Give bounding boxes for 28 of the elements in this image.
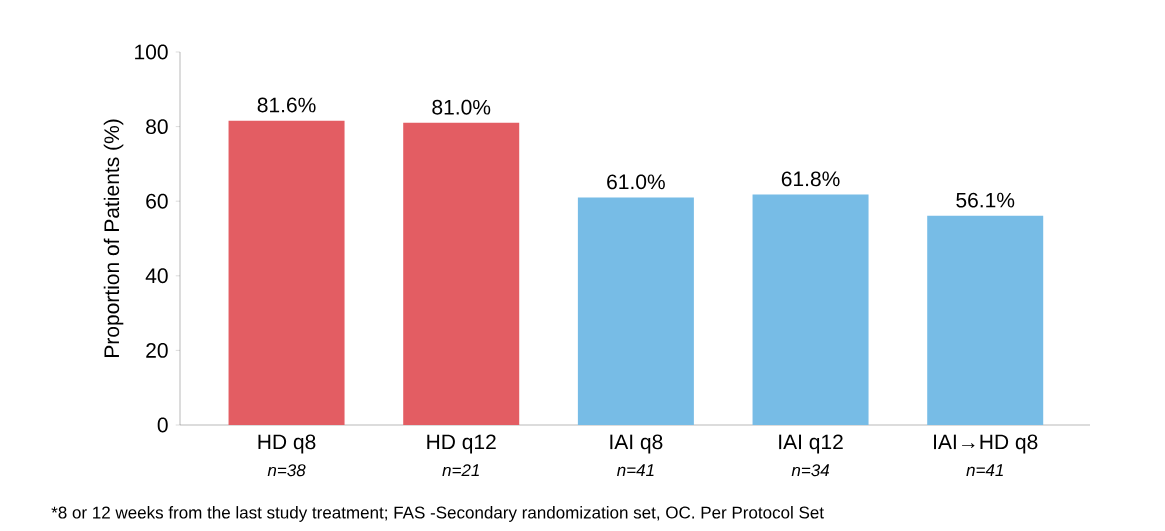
bar (228, 120, 345, 425)
data-label: 61.8% (781, 171, 840, 187)
data-label: 81.0% (432, 99, 491, 115)
text: *8 or 12 weeks from the last study treatment; FAS -Secondary randomization set, OC. Per Protocol Set (51, 506, 824, 522)
x-tick-label: IAI q8 (610, 434, 663, 454)
text: n=21 (442, 464, 479, 477)
bar (927, 215, 1044, 425)
y-tick-label: 0 (157, 417, 168, 433)
y-tick-label: 20 (146, 342, 168, 358)
bar (577, 197, 694, 425)
text: n=38 (267, 464, 306, 477)
data-label: 81.6% (257, 97, 316, 113)
y-tick-label: 80 (146, 119, 168, 135)
bar (752, 194, 869, 425)
data-label: 61.0% (607, 174, 665, 190)
y-tick-label: 100 (135, 44, 168, 60)
text: n=41 (966, 464, 1003, 476)
x-tick-label: IAI q12 (779, 434, 843, 454)
x-tick-label: IAI→HD q8 (934, 434, 1038, 454)
x-tick-label: HD q12 (427, 434, 496, 454)
data-label: 56.1% (956, 192, 1015, 208)
y-tick-label: 60 (146, 193, 168, 209)
x-tick-label: HD q8 (258, 434, 316, 454)
bar (403, 122, 520, 425)
text: n=34 (791, 464, 830, 477)
text: n=41 (617, 464, 654, 476)
y-tick-label: 40 (145, 268, 168, 284)
y-axis-title: Proportion of Patients (%) (103, 119, 124, 357)
